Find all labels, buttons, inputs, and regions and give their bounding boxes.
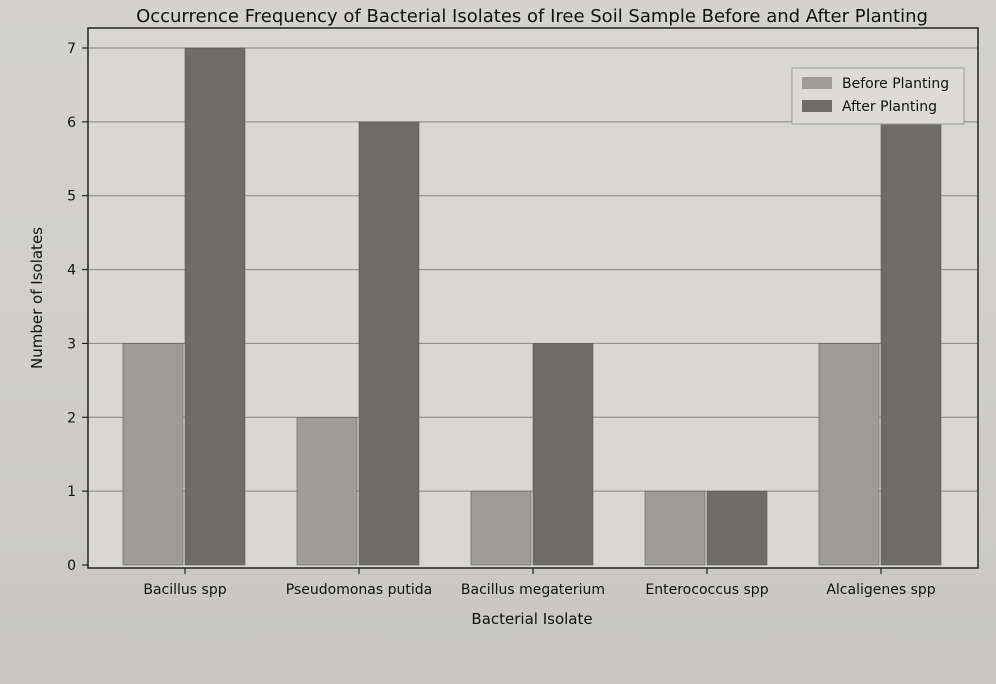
bar-before-planting — [644, 490, 706, 566]
legend-label-before: Before Planting — [842, 76, 949, 92]
bar-after-planting — [880, 121, 942, 566]
bars — [122, 47, 942, 566]
bar-before-planting — [470, 490, 532, 566]
legend-swatch-before — [802, 77, 832, 89]
legend-swatch-after — [802, 100, 832, 112]
bar-before-planting — [296, 416, 358, 566]
y-tick-label: 4 — [67, 263, 76, 279]
bar-before-planting — [818, 343, 880, 566]
y-axis-label: Number of Isolates — [28, 227, 46, 369]
bar-after-planting — [184, 47, 246, 566]
bar-after-planting — [706, 490, 768, 566]
x-tick-label: Bacillus spp — [143, 582, 226, 598]
x-tick-label: Pseudomonas putida — [286, 582, 432, 598]
y-tick-label: 7 — [67, 41, 76, 57]
bar-after-planting — [358, 121, 420, 566]
x-axis-label: Bacterial Isolate — [471, 610, 592, 628]
x-axis: Bacillus spp Pseudomonas putida Bacillus m… — [143, 568, 936, 598]
legend: Before Planting After Planting — [791, 67, 965, 125]
x-tick-label: Enterococcus spp — [645, 582, 768, 598]
y-tick-label: 2 — [67, 410, 76, 426]
x-tick-label: Bacillus megaterium — [461, 582, 605, 598]
bar-before-planting — [122, 343, 184, 566]
y-tick-label: 5 — [67, 189, 76, 205]
y-tick-label: 3 — [67, 336, 76, 352]
chart-title: Occurrence Frequency of Bacterial Isolat… — [136, 6, 928, 27]
y-tick-label: 0 — [67, 558, 76, 574]
x-tick-label: Alcaligenes spp — [826, 582, 935, 598]
y-axis: 0 1 2 3 4 5 6 7 — [67, 41, 88, 574]
bar-after-planting — [532, 343, 594, 566]
y-tick-label: 6 — [67, 115, 76, 131]
legend-label-after: After Planting — [842, 99, 937, 115]
y-tick-label: 1 — [67, 484, 76, 500]
